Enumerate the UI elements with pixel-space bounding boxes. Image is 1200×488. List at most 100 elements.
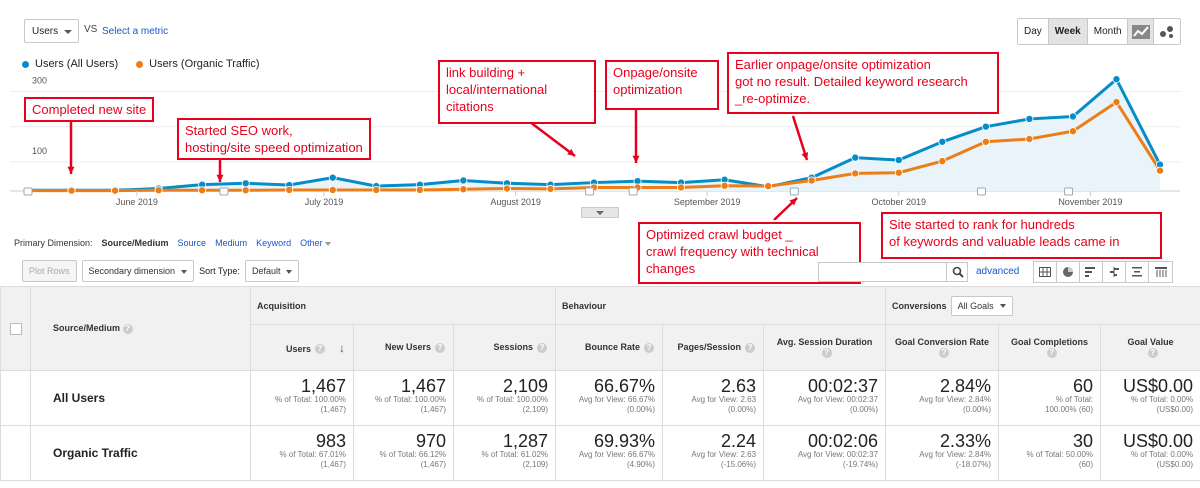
data-point-all-users[interactable] [938, 137, 947, 146]
help-icon[interactable]: ? [821, 347, 832, 358]
column-header-sessions[interactable]: Sessions? [452, 324, 557, 371]
help-icon[interactable]: ? [1046, 347, 1057, 358]
cell-value: 2,109 [502, 376, 549, 396]
data-point-organic[interactable] [1112, 98, 1121, 107]
help-icon[interactable]: ? [315, 344, 325, 355]
column-header-new-users[interactable]: New Users? [353, 324, 454, 371]
data-point-organic[interactable] [328, 185, 337, 194]
legend-item-organic[interactable]: Users (Organic Traffic) [136, 58, 260, 70]
table-cell: 1,467% of Total: 100.00% (1,467) [353, 370, 454, 426]
data-point-organic[interactable] [938, 157, 947, 166]
data-point-organic[interactable] [981, 137, 990, 146]
data-point-organic[interactable] [154, 186, 163, 195]
data-table-view-button[interactable] [1034, 262, 1057, 282]
help-icon[interactable]: ? [939, 347, 950, 358]
secondary-dimension-select[interactable]: Secondary dimension [81, 260, 195, 282]
annotation-marker-icon[interactable] [1064, 187, 1074, 196]
dimension-other-dropdown[interactable]: Other [300, 238, 332, 248]
legend-item-all-users[interactable]: Users (All Users) [22, 58, 118, 70]
help-icon[interactable]: ? [122, 324, 133, 334]
data-point-organic[interactable] [1156, 166, 1165, 175]
row-checkbox-cell [0, 425, 31, 481]
data-point-all-users[interactable] [328, 173, 337, 182]
plot-rows-button[interactable]: Plot Rows [22, 260, 77, 282]
data-point-organic[interactable] [894, 168, 903, 177]
data-point-organic[interactable] [111, 186, 120, 195]
dimension-medium-link[interactable]: Medium [215, 238, 248, 248]
time-range-group: Day Week Month [1017, 18, 1129, 45]
pie-view-button[interactable] [1057, 262, 1080, 282]
chart-legend: Users (All Users) Users (Organic Traffic… [22, 58, 260, 70]
sort-descending-icon[interactable]: ↓ [339, 340, 345, 355]
month-button[interactable]: Month [1087, 19, 1128, 44]
annotation-marker-icon[interactable] [789, 187, 799, 196]
select-all-checkbox[interactable] [9, 323, 22, 335]
help-icon[interactable]: ? [745, 342, 756, 353]
data-point-organic[interactable] [764, 182, 773, 191]
data-point-all-users[interactable] [459, 176, 468, 185]
data-point-all-users[interactable] [1112, 75, 1121, 84]
line-chart-button[interactable] [1128, 19, 1155, 44]
data-point-organic[interactable] [677, 183, 686, 192]
annotation-marker-icon[interactable] [219, 187, 229, 196]
metric-select[interactable]: Users [24, 19, 79, 43]
search-button[interactable] [946, 262, 968, 282]
sort-type-select[interactable]: Default [244, 260, 300, 282]
column-header-goal-value[interactable]: Goal Value? [1100, 324, 1200, 371]
help-icon[interactable]: ? [1147, 347, 1158, 358]
data-point-all-users[interactable] [981, 122, 990, 131]
conversions-label: Conversions [892, 300, 947, 311]
column-header-bounce-rate[interactable]: Bounce Rate? [555, 324, 664, 371]
help-icon[interactable]: ? [435, 342, 445, 353]
data-point-organic[interactable] [502, 184, 511, 193]
data-point-organic[interactable] [285, 185, 294, 194]
select-metric-link[interactable]: Select a metric [102, 26, 169, 37]
column-header-avg-session-duration[interactable]: Avg. Session Duration? [763, 324, 887, 371]
annotation-marker-icon[interactable] [585, 187, 595, 196]
data-point-all-users[interactable] [241, 179, 250, 188]
advanced-filter-link[interactable]: advanced [976, 266, 1020, 277]
annotation-marker-icon[interactable] [628, 187, 638, 196]
annotation-marker-icon[interactable] [976, 187, 986, 196]
source-medium-header[interactable]: Source/Medium ? [30, 286, 251, 371]
table-cell: 2.84% Avg for View: 2.84% (0.00%) [885, 370, 1000, 426]
help-icon[interactable]: ? [644, 342, 655, 353]
data-point-organic[interactable] [67, 186, 76, 195]
data-point-organic[interactable] [415, 185, 424, 194]
motion-chart-button[interactable] [1154, 19, 1180, 44]
week-button[interactable]: Week [1048, 19, 1088, 44]
data-point-organic[interactable] [546, 184, 555, 193]
term-cloud-view-button[interactable] [1126, 262, 1149, 282]
data-point-all-users[interactable] [894, 156, 903, 165]
cell-subtext: Avg for View: 66.67% [578, 395, 656, 404]
acquisition-group-header: Acquisition [249, 286, 557, 325]
help-icon[interactable]: ? [537, 342, 548, 353]
chart-collapse-toggle[interactable] [581, 207, 619, 218]
data-point-organic[interactable] [372, 185, 381, 194]
annotation-marker-icon[interactable] [23, 187, 33, 196]
comparison-view-button[interactable] [1103, 262, 1126, 282]
day-button[interactable]: Day [1018, 19, 1049, 44]
data-point-all-users[interactable] [851, 153, 860, 162]
data-point-all-users[interactable] [1025, 114, 1034, 123]
performance-view-button[interactable] [1080, 262, 1103, 282]
pivot-view-button[interactable] [1149, 262, 1172, 282]
column-header-users[interactable]: Users? ↓ [250, 324, 354, 371]
data-point-organic[interactable] [720, 181, 729, 190]
data-point-organic[interactable] [241, 186, 250, 195]
goal-select[interactable]: All Goals [950, 295, 1013, 316]
data-point-organic[interactable] [1025, 134, 1034, 143]
data-point-organic[interactable] [459, 185, 468, 194]
column-header-goal-completions[interactable]: Goal Completions? [998, 324, 1102, 371]
column-header-pages-per-session[interactable]: Pages/Session? [662, 324, 765, 371]
data-point-organic[interactable] [851, 169, 860, 178]
data-point-all-users[interactable] [1068, 112, 1077, 121]
data-point-organic[interactable] [1068, 127, 1077, 136]
column-header-goal-conversion-rate[interactable]: Goal Conversion Rate? [885, 324, 1000, 371]
table-search-input[interactable] [818, 262, 968, 282]
data-point-organic[interactable] [807, 176, 816, 185]
data-point-organic[interactable] [198, 186, 207, 195]
dimension-keyword-link[interactable]: Keyword [256, 238, 292, 248]
cell-value: 69.93% [593, 431, 656, 451]
dimension-source-link[interactable]: Source [177, 238, 207, 248]
